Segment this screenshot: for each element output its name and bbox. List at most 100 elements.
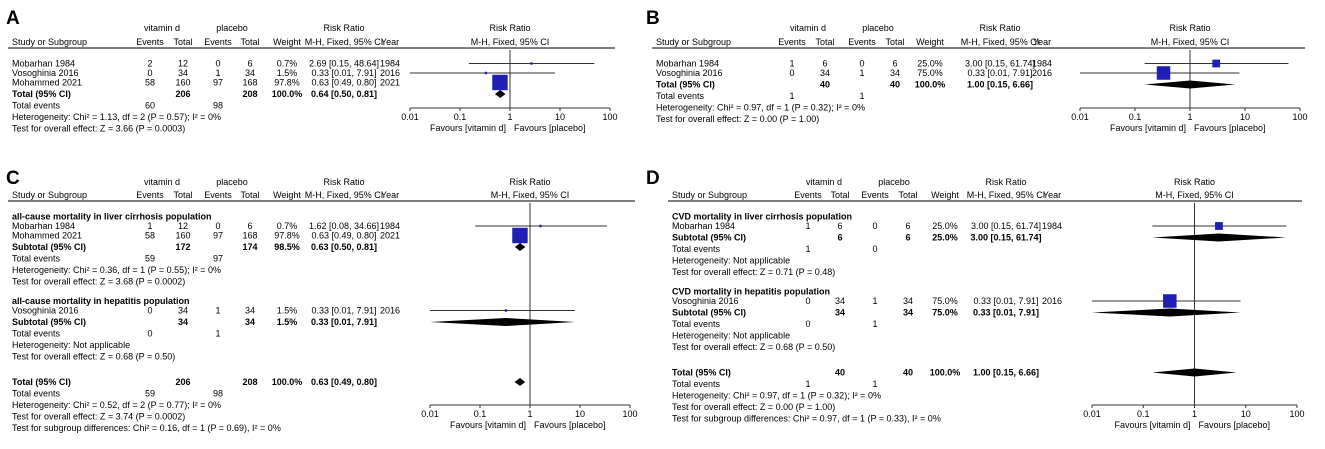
- total-placebo: 34: [890, 68, 900, 78]
- subgroup-title: CVD mortality in liver cirrhosis populat…: [672, 212, 852, 222]
- plot-title: Risk Ratio: [489, 23, 530, 33]
- subtotal-label: Total (95% CI): [12, 89, 71, 99]
- plot-title: Risk Ratio: [1169, 23, 1210, 33]
- subtotal-total-vitamin-d: 206: [175, 89, 190, 99]
- total-vitamin-d: 6: [837, 221, 842, 231]
- total-events-placebo: 1: [872, 379, 877, 389]
- study-year: 2021: [380, 231, 400, 241]
- x-tick-label: 100: [1289, 409, 1304, 419]
- study-weight: 1.5%: [277, 306, 298, 316]
- subtotal-label: Subtotal (95% CI): [672, 233, 746, 243]
- study-name: Mohammed 2021: [12, 231, 82, 241]
- events-header: Events: [848, 37, 876, 47]
- study-marker: [1212, 59, 1221, 68]
- study-ci: 3.00 [0.15, 61.74]: [971, 221, 1041, 231]
- subtotal-total-vitamin-d: 172: [175, 242, 190, 252]
- favours-right-label: Favours [placebo]: [1199, 420, 1271, 430]
- total-events-vitamin-d: 0: [805, 319, 810, 329]
- study-marker: [530, 62, 533, 65]
- pooled-diamond: [1144, 80, 1236, 89]
- study-weight: 75.0%: [932, 296, 958, 306]
- subtotal-ci: 0.64 [0.50, 0.81]: [311, 89, 377, 99]
- x-tick-label: 0.01: [421, 409, 439, 419]
- method-header: M-H, Fixed, 95% CI: [961, 37, 1040, 47]
- events-placebo: 0: [215, 221, 220, 231]
- events-vitamin-d: 1: [789, 59, 794, 69]
- weight-header: Weight: [931, 190, 959, 200]
- total-events-vitamin-d: 0: [147, 329, 152, 339]
- events-vitamin-d: 0: [805, 296, 810, 306]
- x-tick-label: 10: [1241, 409, 1251, 419]
- total-placebo: 6: [247, 59, 252, 69]
- total-placebo: 6: [892, 59, 897, 69]
- total-vitamin-d: 12: [178, 221, 188, 231]
- plot-title: Risk Ratio: [1174, 177, 1215, 187]
- year-header: Year: [1043, 190, 1061, 200]
- subtotal-weight: 100.0%: [930, 368, 961, 378]
- subtotal-weight: 100.0%: [272, 89, 303, 99]
- events-header: Events: [861, 190, 889, 200]
- total-events-vitamin-d: 1: [805, 379, 810, 389]
- study-name: Vosoghinia 2016: [656, 68, 723, 78]
- subtotal-total-placebo: 208: [242, 89, 257, 99]
- study-ci: 0.33 [0.01, 7.91]: [311, 68, 376, 78]
- subtotal-total-placebo: 174: [242, 242, 257, 252]
- total-vitamin-d: 160: [175, 231, 190, 241]
- x-tick-label: 10: [1240, 112, 1250, 122]
- risk-ratio-header: Risk Ratio: [979, 23, 1020, 33]
- stat-line: Heterogeneity: Chi² = 0.36, df = 1 (P = …: [12, 265, 221, 275]
- x-tick-label: 100: [1292, 112, 1307, 122]
- study-year: 2021: [380, 78, 400, 88]
- footer-line: Heterogeneity: Chi² = 0.97, df = 1 (P = …: [672, 391, 881, 401]
- stat-line: Test for overall effect: Z = 0.71 (P = 0…: [672, 267, 835, 277]
- study-year: 2016: [380, 306, 400, 316]
- study-weight: 75.0%: [917, 68, 943, 78]
- total-header: Total: [830, 190, 849, 200]
- events-header: Events: [136, 190, 164, 200]
- weight-header: Weight: [916, 37, 944, 47]
- total-placebo: 34: [245, 306, 255, 316]
- study-ci: 3.00 [0.15, 61.74]: [965, 59, 1035, 69]
- x-tick-label: 0.01: [401, 112, 419, 122]
- plot-method-header: M-H, Fixed, 95% CI: [471, 37, 550, 47]
- favours-right-label: Favours [placebo]: [534, 420, 606, 430]
- subtotal-ci: 3.00 [0.15, 61.74]: [970, 233, 1041, 243]
- study-year: 2016: [380, 68, 400, 78]
- stat-line: Test for overall effect: Z = 3.68 (P = 0…: [12, 277, 185, 287]
- weight-header: Weight: [273, 190, 301, 200]
- study-ci: 0.33 [0.01, 7.91]: [311, 306, 376, 316]
- study-weight: 1.5%: [277, 68, 298, 78]
- stat-line: Test for overall effect: Z = 0.00 (P = 1…: [656, 114, 819, 124]
- events-vitamin-d: 1: [805, 221, 810, 231]
- total-events-vitamin-d: 1: [805, 244, 810, 254]
- group-label-vitamin-d: vitamin d: [790, 23, 826, 33]
- subtotal-total-vitamin-d: 6: [837, 233, 842, 243]
- method-header: M-H, Fixed, 95% CI: [967, 190, 1046, 200]
- group-label-vitamin-d: vitamin d: [806, 177, 842, 187]
- x-tick-label: 100: [622, 409, 637, 419]
- events-placebo: 97: [213, 78, 223, 88]
- subtotal-ci: 0.63 [0.50, 0.81]: [311, 242, 377, 252]
- study-marker: [484, 71, 488, 75]
- method-header: M-H, Fixed, 95% CI: [305, 190, 384, 200]
- subtotal-weight: 75.0%: [932, 308, 958, 318]
- risk-ratio-header: Risk Ratio: [985, 177, 1026, 187]
- panel-letter: B: [646, 8, 660, 29]
- total-header: Total: [885, 37, 904, 47]
- events-vitamin-d: 2: [147, 59, 152, 69]
- total-header: Total: [173, 37, 192, 47]
- group-label-placebo: placebo: [216, 23, 248, 33]
- plot-method-header: M-H, Fixed, 95% CI: [1151, 37, 1230, 47]
- study-name: Mohammed 2021: [12, 78, 82, 88]
- subtotal-total-vitamin-d: 40: [835, 368, 845, 378]
- study-name: Vosoghinia 2016: [672, 296, 739, 306]
- subtotal-total-placebo: 40: [890, 80, 900, 90]
- subtotal-weight: 100.0%: [915, 80, 946, 90]
- x-tick-label: 0.1: [474, 409, 487, 419]
- total-placebo: 34: [903, 296, 913, 306]
- study-weight: 25.0%: [932, 221, 958, 231]
- study-header: Study or Subgroup: [672, 190, 747, 200]
- study-marker: [492, 74, 508, 91]
